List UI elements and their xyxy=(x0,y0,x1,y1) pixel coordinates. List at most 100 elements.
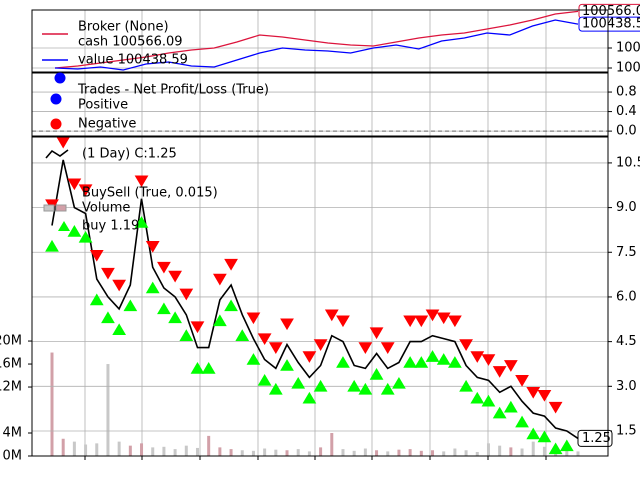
volume-bar xyxy=(576,451,580,456)
sell-marker xyxy=(246,312,261,325)
buy-marker xyxy=(280,359,294,371)
legend-label: (1 Day) C:1.25 xyxy=(82,147,177,162)
sell-marker xyxy=(481,354,496,366)
volume-bar xyxy=(285,450,289,456)
volume-bar xyxy=(184,445,188,456)
buy-marker xyxy=(515,415,529,428)
sell-marker xyxy=(436,312,451,325)
volume-bar xyxy=(475,451,479,456)
axes-frame xyxy=(31,136,609,457)
y-tick-label: 1.5 xyxy=(616,423,637,438)
volume-bar xyxy=(375,450,379,456)
sell-marker xyxy=(537,389,552,402)
sell-marker xyxy=(380,342,395,354)
sell-marker xyxy=(101,267,115,280)
sell-marker xyxy=(89,249,104,262)
volume-bar xyxy=(195,447,199,456)
buy-marker xyxy=(212,314,227,327)
sell-marker xyxy=(492,366,507,378)
legend-label: buy 1.19 xyxy=(82,219,139,234)
y-tick-label: 3.0 xyxy=(616,379,637,394)
buy-marker xyxy=(336,356,350,368)
sell-marker xyxy=(425,309,440,322)
buy-marker xyxy=(470,391,485,404)
volume-bar xyxy=(453,448,457,456)
buy-marker xyxy=(369,368,384,380)
buy-marker xyxy=(157,302,171,315)
volume-bar xyxy=(307,451,311,456)
legend-title: Trades - Net Profit/Loss (True) xyxy=(77,83,269,98)
volume-bar xyxy=(173,449,177,456)
volume-bar xyxy=(50,352,54,456)
series-line xyxy=(51,159,579,440)
buy-marker xyxy=(123,299,138,312)
volume-bar xyxy=(464,450,468,456)
buy-marker xyxy=(257,373,272,386)
volume-bar xyxy=(151,447,155,456)
volume-bar xyxy=(106,364,110,456)
volume-tick-label: 20M xyxy=(0,334,22,349)
y-tick-label: 0.4 xyxy=(616,104,637,119)
sell-marker xyxy=(224,258,238,271)
legend-label: value 100438.59 xyxy=(78,53,188,68)
sell-marker xyxy=(268,342,283,354)
volume-bar xyxy=(95,443,99,456)
sell-marker xyxy=(324,309,339,322)
buy-marker xyxy=(503,400,518,413)
buy-marker xyxy=(492,406,507,419)
buy-marker xyxy=(392,376,406,389)
volume-bar xyxy=(531,441,535,456)
volume-bar xyxy=(330,433,334,456)
volume-tick-label: 16M xyxy=(0,357,22,372)
y-tick-label: 4.5 xyxy=(616,334,637,349)
sell-marker xyxy=(257,333,272,346)
buy-marker xyxy=(67,225,82,237)
y-tick-label: 9.0 xyxy=(616,200,637,215)
volume-tick-label: 0M xyxy=(3,449,23,464)
sell-marker xyxy=(212,273,227,286)
sell-marker xyxy=(280,318,294,331)
volume-bar xyxy=(218,447,222,456)
legend-title: BuySell (True, 0.015) xyxy=(82,186,218,201)
y-tick-label: 6.0 xyxy=(616,289,637,304)
legend-marker xyxy=(50,118,62,130)
legend-label: cash 100566.09 xyxy=(78,35,183,50)
volume-bar xyxy=(520,448,524,456)
buy-marker xyxy=(101,311,115,324)
legend-label: Negative xyxy=(78,117,136,132)
buy-marker xyxy=(112,323,127,336)
volume-bar xyxy=(263,448,267,456)
volume-bar xyxy=(229,449,233,456)
volume-bar xyxy=(498,445,502,456)
sell-marker xyxy=(515,375,529,387)
buy-marker xyxy=(459,379,473,392)
volume-bar xyxy=(61,438,65,456)
buy-marker xyxy=(302,391,317,404)
sell-marker xyxy=(503,360,518,372)
volume-bar xyxy=(565,450,569,456)
buy-marker xyxy=(45,239,59,252)
buy-marker xyxy=(559,439,574,452)
buy-marker xyxy=(224,299,238,312)
y-tick-label: 0.8 xyxy=(616,85,637,100)
legend-marker xyxy=(54,72,66,84)
buy-marker xyxy=(190,362,205,374)
last-value-label: 1.25 xyxy=(582,431,611,446)
sell-marker xyxy=(336,315,350,328)
y-tick-label: 10.5 xyxy=(616,155,640,170)
volume-bar xyxy=(117,441,121,456)
sell-marker xyxy=(67,178,82,191)
volume-bar xyxy=(128,445,132,456)
sell-marker xyxy=(145,241,160,253)
legend-swatch xyxy=(55,204,67,212)
buy-marker xyxy=(179,329,194,341)
y-tick-label: 100200 xyxy=(616,41,640,56)
last-value-label: 100438.5 xyxy=(582,17,640,32)
volume-bar xyxy=(341,449,345,456)
sell-marker xyxy=(526,386,541,399)
volume-bar xyxy=(296,449,300,456)
buy-marker xyxy=(201,362,216,374)
volume-bar xyxy=(84,444,88,456)
